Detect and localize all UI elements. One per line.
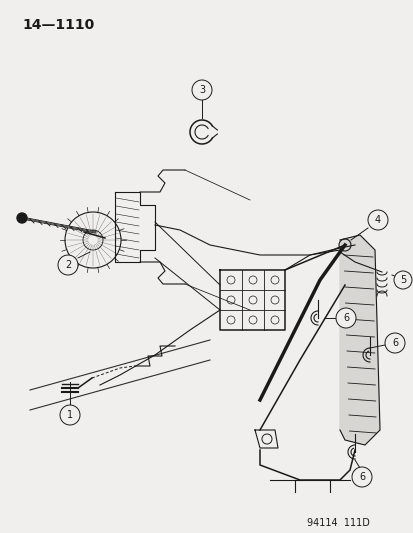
Text: 2: 2 — [65, 260, 71, 270]
Circle shape — [60, 405, 80, 425]
Circle shape — [384, 333, 404, 353]
Circle shape — [58, 255, 78, 275]
Circle shape — [367, 210, 387, 230]
Text: 5: 5 — [399, 275, 405, 285]
Circle shape — [192, 80, 211, 100]
Text: 6: 6 — [342, 313, 348, 323]
Text: 3: 3 — [199, 85, 204, 95]
Text: 14—1110: 14—1110 — [22, 18, 94, 32]
Circle shape — [17, 213, 27, 223]
Circle shape — [351, 467, 371, 487]
Text: 94114  111D: 94114 111D — [306, 518, 369, 528]
Circle shape — [335, 308, 355, 328]
Text: 1: 1 — [67, 410, 73, 420]
Polygon shape — [339, 235, 379, 445]
Text: 6: 6 — [391, 338, 397, 348]
Circle shape — [393, 271, 411, 289]
Text: 4: 4 — [374, 215, 380, 225]
Text: 6: 6 — [358, 472, 364, 482]
